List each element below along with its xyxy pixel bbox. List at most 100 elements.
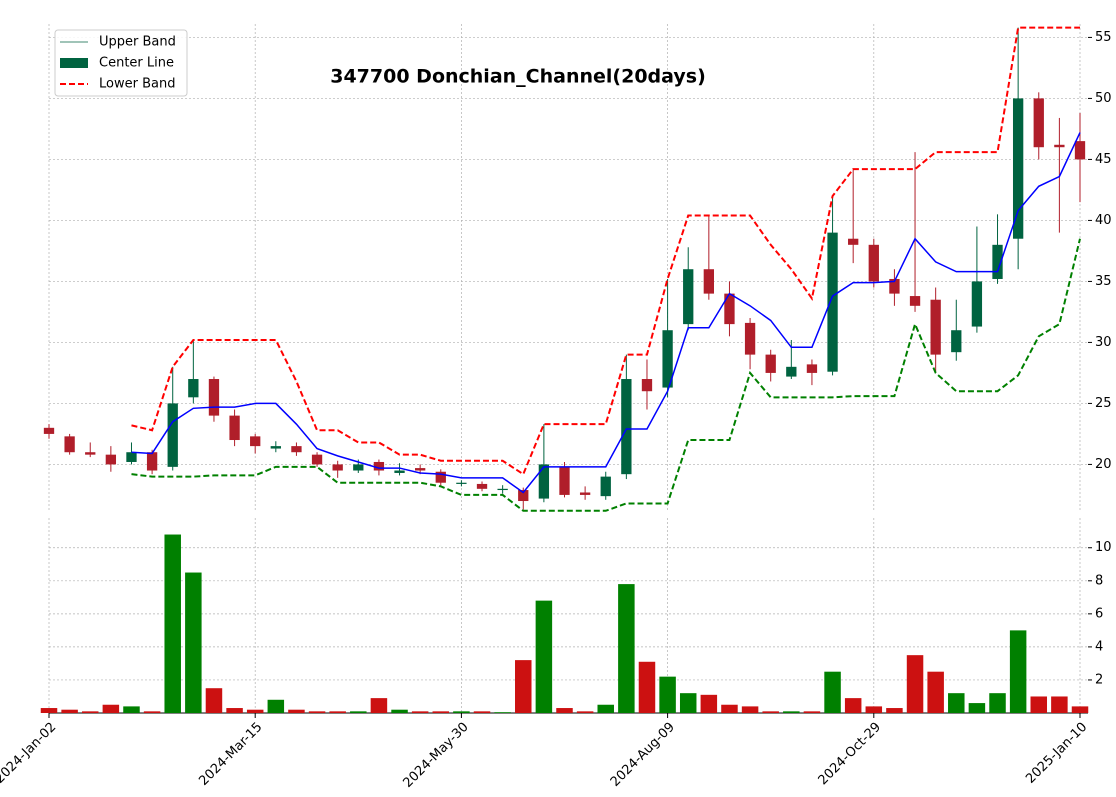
y-tick-label: 10 bbox=[1095, 540, 1112, 555]
candle-body bbox=[1012, 98, 1024, 239]
volume-bar bbox=[1030, 696, 1048, 713]
candle-body bbox=[85, 452, 96, 455]
candle-body bbox=[538, 464, 550, 499]
candle-body bbox=[744, 322, 756, 355]
volume-bar bbox=[411, 711, 429, 713]
volume-bar bbox=[391, 709, 408, 713]
candle-body bbox=[518, 490, 529, 502]
volume-bar bbox=[164, 534, 181, 713]
volume-bar bbox=[968, 703, 986, 713]
candle-body bbox=[1054, 144, 1065, 148]
y-tick-label: 35 bbox=[1095, 274, 1112, 289]
candle-body bbox=[992, 244, 1003, 279]
volume-bar bbox=[886, 708, 903, 713]
volume-bar bbox=[906, 655, 924, 713]
volume-bar bbox=[927, 671, 944, 713]
candle-body bbox=[456, 482, 467, 484]
candle-body bbox=[250, 436, 261, 447]
volume-bar bbox=[948, 693, 965, 713]
candle-body bbox=[291, 446, 302, 453]
candle-body bbox=[621, 379, 632, 475]
volume-bar bbox=[618, 584, 635, 713]
volume-bar bbox=[679, 693, 697, 713]
y-tick-label: 2 bbox=[1095, 672, 1103, 687]
volume-bar bbox=[597, 704, 614, 713]
y-tick-label: 45 bbox=[1095, 152, 1112, 167]
candle-body bbox=[971, 281, 983, 327]
candle-body bbox=[559, 466, 570, 495]
volume-bar bbox=[473, 711, 491, 713]
y-tick-label: 40 bbox=[1095, 213, 1112, 228]
candle-body bbox=[415, 468, 426, 471]
candle-body bbox=[909, 296, 921, 306]
volume-bar bbox=[370, 698, 388, 713]
volume-bar bbox=[1009, 630, 1027, 713]
volume-bar bbox=[81, 711, 99, 713]
candle-body bbox=[497, 488, 508, 491]
candle-body bbox=[43, 427, 55, 434]
volume-bar bbox=[535, 600, 553, 713]
candle-body bbox=[353, 464, 364, 471]
volume-bar bbox=[556, 708, 573, 713]
volume-bar bbox=[762, 711, 779, 713]
volume-bar bbox=[267, 699, 285, 713]
candle-body bbox=[1074, 141, 1086, 160]
volume-bar bbox=[308, 711, 326, 713]
volume-bar bbox=[453, 711, 470, 713]
volume-bar bbox=[185, 572, 202, 713]
candle-body bbox=[208, 379, 220, 416]
volume-bar bbox=[844, 698, 862, 713]
y-tick-label: 6 bbox=[1095, 606, 1103, 621]
candle-body bbox=[435, 471, 446, 483]
candle-body bbox=[167, 403, 178, 467]
volume-bar bbox=[123, 706, 140, 713]
candle-body bbox=[1033, 98, 1044, 148]
candle-body bbox=[889, 278, 900, 294]
candle-body bbox=[765, 354, 776, 373]
legend-swatch bbox=[60, 58, 88, 68]
band-line bbox=[131, 132, 1081, 494]
volume-bar bbox=[1071, 706, 1089, 713]
candle-body bbox=[105, 454, 117, 465]
band-line bbox=[131, 238, 1081, 512]
candle-body bbox=[827, 232, 838, 372]
candle-body bbox=[146, 452, 158, 471]
volume-bar bbox=[865, 706, 883, 713]
candle-body bbox=[951, 330, 962, 353]
candle-body bbox=[703, 269, 714, 294]
y-tick-label: 30 bbox=[1095, 335, 1112, 350]
volume-bar bbox=[288, 709, 305, 713]
y-tick-label: 25 bbox=[1095, 396, 1112, 411]
volume-bar bbox=[61, 709, 78, 713]
chart-title: 347700 Donchian_Channel(20days) bbox=[330, 66, 706, 88]
candle-body bbox=[64, 436, 75, 453]
candle-body bbox=[930, 299, 941, 355]
volume-bar bbox=[803, 711, 821, 713]
volume-bar bbox=[721, 704, 738, 713]
candle-body bbox=[476, 483, 488, 489]
candle-body bbox=[683, 269, 694, 325]
candle-body bbox=[229, 415, 240, 441]
band-line bbox=[131, 26, 1080, 476]
candle-body bbox=[806, 364, 818, 373]
volume-bar bbox=[1051, 696, 1068, 713]
candle-body bbox=[373, 461, 385, 471]
volume-bar bbox=[515, 660, 532, 713]
volume-bar bbox=[824, 671, 841, 713]
volume-bar bbox=[432, 711, 450, 713]
volume-bar bbox=[40, 708, 58, 713]
y-tick-label: 50 bbox=[1095, 91, 1112, 106]
volume-bar bbox=[783, 711, 800, 713]
candle-body bbox=[600, 476, 611, 497]
candle-body bbox=[724, 293, 735, 325]
candle-body bbox=[848, 238, 859, 245]
volume-bar bbox=[246, 709, 264, 713]
volume-bar bbox=[143, 711, 161, 713]
volume-bar bbox=[741, 706, 759, 713]
volume-bar bbox=[329, 711, 346, 713]
candle-body bbox=[786, 366, 797, 377]
y-tick-label: 8 bbox=[1095, 573, 1103, 588]
candle-body bbox=[579, 492, 591, 495]
